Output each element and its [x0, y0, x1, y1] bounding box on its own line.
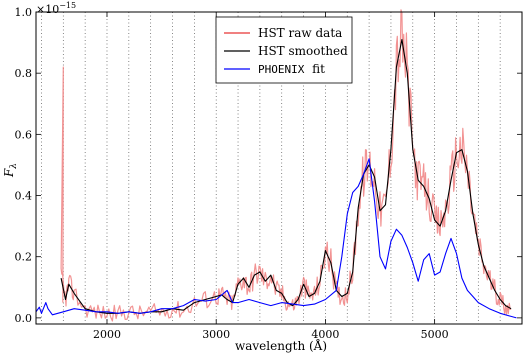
tick-layer: 2000 3000 4000 5000 0.0 0.2 0.4 0.6 0.8 1.0: [15, 6, 522, 341]
legend-label-hst-raw-data: HST raw data: [258, 26, 342, 40]
x-axis-label: wavelength (Å): [235, 338, 327, 353]
x-tick-label: 3000: [202, 328, 230, 341]
y-tick-label: 0.2: [15, 251, 33, 264]
y-tick-label: 0.8: [15, 67, 33, 80]
series-line-hst-smoothed: [60, 38, 512, 314]
y-tick-label: 1.0: [15, 6, 33, 19]
y-offset-label: ×10−15: [36, 1, 76, 16]
series-line-phoenix-fit: [35, 158, 517, 319]
x-tick-label: 5000: [421, 328, 449, 341]
y-tick-label: 0.4: [15, 190, 33, 203]
x-tick-label: 2000: [93, 328, 121, 341]
legend-label-hst-smoothed: HST smoothed: [258, 44, 348, 58]
legend-label-phoenix-fit: PHOENIX fit: [258, 62, 325, 76]
phoenix-mono-text: PHOENIX: [258, 63, 305, 76]
y-axis-label: Fλ: [2, 163, 19, 178]
y-tick-label: 0.6: [15, 128, 33, 141]
series-layer: [35, 9, 517, 322]
legend: HST raw data HST smoothed PHOENIX fit: [215, 16, 353, 84]
plot-frame: [35, 11, 523, 325]
legend-box: [215, 16, 353, 84]
y-tick-label: 0.0: [15, 312, 33, 325]
x-tick-label: 4000: [311, 328, 339, 341]
grid-layer: [41, 12, 501, 324]
